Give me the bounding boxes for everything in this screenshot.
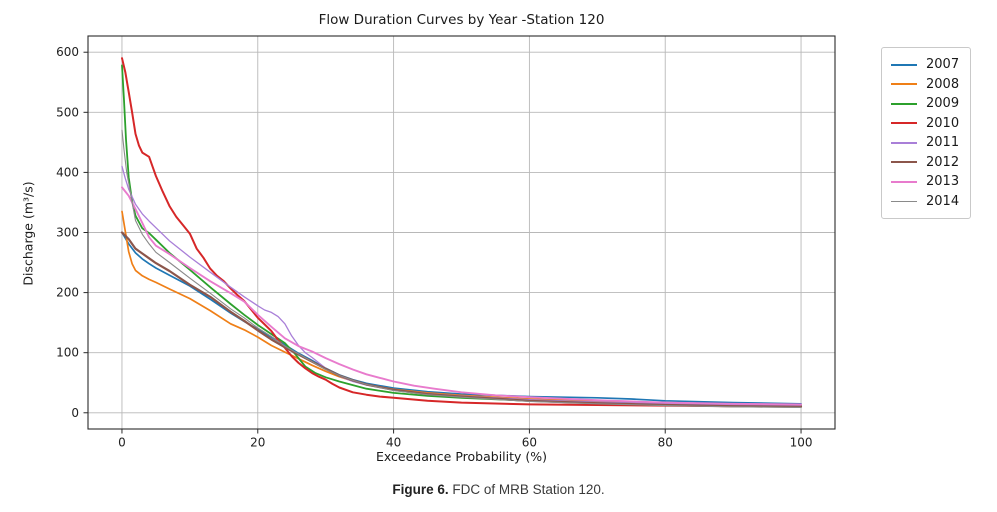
y-tick-200: 200 — [56, 286, 79, 300]
legend-line-2011 — [891, 142, 917, 144]
curve-2010 — [121, 57, 802, 408]
legend-label-2011: 2011 — [926, 135, 960, 151]
curve-2012 — [120, 231, 803, 408]
legend-item-2014: 2014 — [891, 192, 961, 212]
curve-2007 — [121, 231, 802, 405]
x-tick-0: 0 — [118, 436, 126, 450]
curve-2011 — [121, 165, 802, 407]
axis-ticks — [83, 51, 802, 434]
y-tick-300: 300 — [56, 226, 79, 240]
x-axis-label: Exceedance Probability (%) — [375, 449, 548, 464]
legend-label-2010: 2010 — [926, 115, 960, 131]
curve-2009 — [121, 64, 802, 407]
legend-line-2014 — [891, 200, 917, 202]
x-tick-40: 40 — [386, 436, 401, 450]
legend-item-2011: 2011 — [891, 133, 961, 153]
curve-2013 — [121, 186, 802, 406]
legend-label-2013: 2013 — [926, 174, 960, 190]
y-tick-0: 0 — [71, 406, 79, 420]
caption-text: FDC of MRB Station 120. — [448, 482, 605, 497]
legend-item-2012: 2012 — [891, 153, 961, 173]
legend-line-2010 — [891, 122, 917, 125]
legend: 2007 2008 2009 2010 2011 2012 2013 2014 — [881, 47, 971, 219]
gridlines — [88, 36, 835, 429]
legend-item-2010: 2010 — [891, 114, 961, 134]
chart-title: Flow Duration Curves by Year -Station 12… — [318, 12, 605, 28]
caption-label: Figure 6. — [392, 482, 449, 497]
legend-label-2014: 2014 — [926, 193, 960, 209]
x-tick-80: 80 — [658, 436, 673, 450]
figure-caption: Figure 6. FDC of MRB Station 120. — [0, 482, 997, 497]
y-tick-400: 400 — [56, 165, 79, 179]
legend-item-2013: 2013 — [891, 172, 961, 192]
legend-item-2007: 2007 — [891, 55, 961, 75]
legend-item-2009: 2009 — [891, 94, 961, 114]
y-tick-100: 100 — [56, 346, 79, 360]
legend-label-2012: 2012 — [926, 154, 960, 170]
x-tick-20: 20 — [250, 436, 265, 450]
y-axis-label: Discharge (m³/s) — [20, 181, 36, 286]
y-tick-500: 500 — [56, 105, 79, 119]
legend-label-2008: 2008 — [926, 76, 960, 92]
legend-item-2008: 2008 — [891, 75, 961, 95]
legend-line-2012 — [891, 161, 917, 164]
axis-tick-labels: 0 20 40 60 80 100 0 100 200 300 400 500 600 — [56, 45, 812, 449]
legend-line-2007 — [891, 63, 917, 66]
legend-line-2013 — [891, 180, 917, 183]
legend-line-2009 — [891, 102, 917, 105]
legend-label-2007: 2007 — [926, 57, 960, 73]
x-tick-60: 60 — [522, 436, 537, 450]
y-tick-600: 600 — [56, 45, 79, 59]
legend-label-2009: 2009 — [926, 96, 960, 112]
x-tick-100: 100 — [790, 436, 813, 450]
legend-line-2008 — [891, 83, 917, 86]
curve-2014 — [121, 129, 802, 408]
